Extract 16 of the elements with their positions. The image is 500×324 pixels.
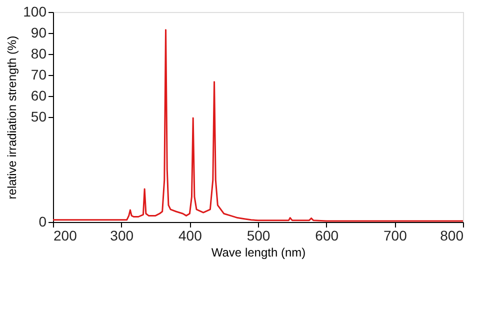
- x-tick-label: 600: [315, 228, 339, 244]
- y-tick-label: 60: [30, 88, 47, 104]
- x-tick-label: 200: [54, 228, 78, 244]
- y-tick-label: 100: [23, 4, 47, 20]
- y-tick-label: 50: [30, 108, 47, 124]
- y-tick-label: 90: [30, 24, 47, 40]
- y-axis-title: relative irradiation strength (%): [5, 36, 20, 200]
- y-tick-label: 0: [38, 214, 47, 230]
- x-axis-title: Wave length (nm): [211, 246, 306, 260]
- y-tick-label: 80: [30, 46, 47, 62]
- x-tick-label: 500: [246, 228, 270, 244]
- x-tick-label: 800: [440, 228, 464, 244]
- x-tick-label: 700: [383, 228, 408, 244]
- y-tick-label: 70: [30, 66, 47, 82]
- x-tick-label: 400: [178, 228, 202, 244]
- x-tick-label: 300: [110, 228, 134, 244]
